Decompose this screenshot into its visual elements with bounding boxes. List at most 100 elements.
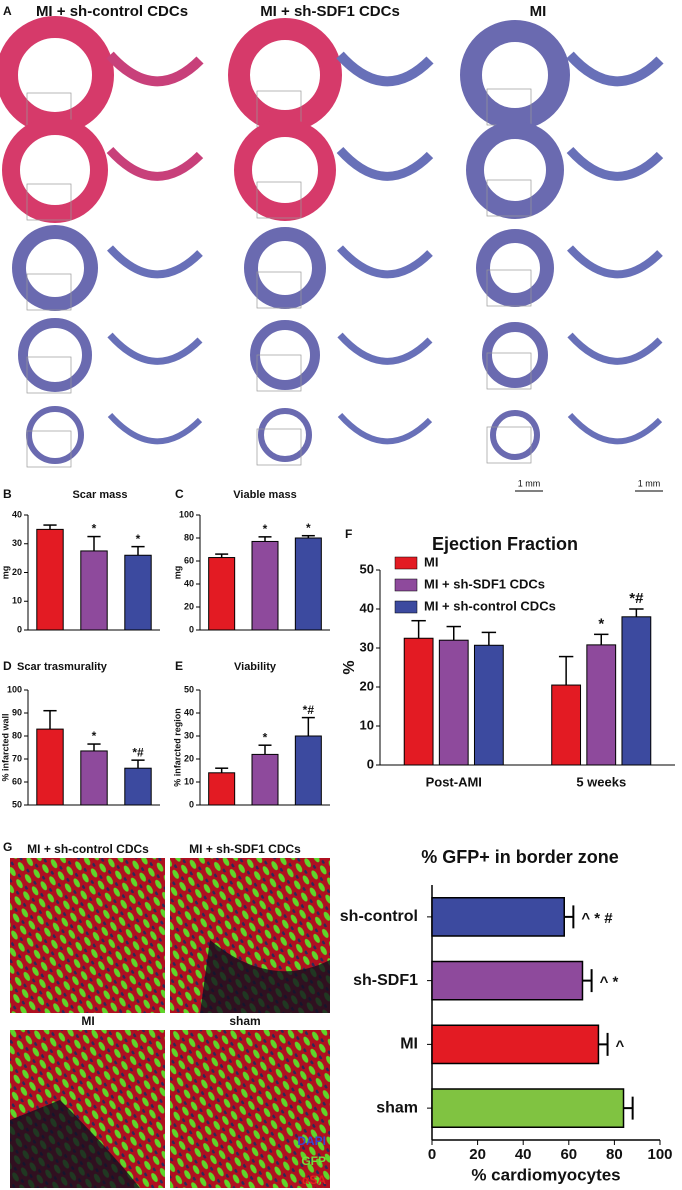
heart-section (228, 18, 342, 132)
bar (403, 637, 434, 766)
y-tick-label: 10 (184, 776, 194, 786)
y-tick-label: 10 (12, 596, 22, 606)
dark-region (10, 1100, 140, 1188)
annotation: ^ * # (581, 910, 613, 927)
legend-swatch (394, 556, 418, 570)
y-tick-label: 50 (360, 561, 374, 576)
bar (294, 735, 322, 806)
panel-label: G (3, 840, 12, 854)
heart-section (234, 119, 336, 221)
y-tick-label: 40 (12, 509, 22, 519)
x-tick-label: Post-AMI (426, 774, 482, 789)
y-tick-label: 20 (360, 678, 374, 693)
bar (251, 540, 279, 631)
chart-title: Ejection Fraction (432, 534, 578, 554)
stain-label: αSA (302, 1173, 326, 1187)
heart-section (490, 410, 540, 460)
micrograph (10, 858, 165, 1013)
y-axis-label: mg (0, 566, 10, 580)
y-tick-label: 30 (12, 538, 22, 548)
heart-section (258, 408, 312, 462)
wall-section (567, 332, 663, 365)
y-tick-label: 20 (184, 753, 194, 763)
wall-section (336, 51, 434, 87)
x-axis-label: % cardiomyocytes (471, 1165, 620, 1184)
annotation: * (598, 615, 604, 632)
bar (431, 1088, 625, 1128)
y-tick-label: sh-control (340, 908, 418, 925)
bar (36, 528, 64, 631)
heart-section (460, 20, 570, 130)
legend-label: MI + sh-control CDCs (424, 598, 556, 613)
heart-section (12, 225, 98, 311)
y-tick-label: 0 (367, 756, 374, 771)
annotation: * (136, 532, 141, 546)
x-tick-label: 20 (469, 1146, 486, 1163)
y-tick-label: sham (376, 1099, 418, 1116)
bar (586, 644, 617, 766)
x-tick-label: 0 (428, 1146, 436, 1163)
legend-swatch (394, 600, 418, 614)
roi-box (486, 352, 532, 390)
annotation: * (263, 522, 268, 536)
chart-title: % GFP+ in border zone (421, 847, 619, 867)
y-tick-label: 100 (179, 509, 194, 519)
annotation: * (306, 521, 311, 535)
wall-section (567, 245, 663, 279)
bar (251, 753, 279, 806)
roi-box (486, 269, 532, 307)
y-tick-label: 50 (184, 684, 194, 694)
y-tick-label: 60 (184, 555, 194, 565)
roi-box (486, 179, 532, 217)
heart-section (0, 16, 114, 134)
image-title: MI (81, 1014, 94, 1028)
wall-section (336, 146, 434, 181)
y-tick-label: 80 (184, 532, 194, 542)
heart-section (26, 406, 84, 464)
y-tick-label: 0 (17, 624, 22, 634)
bar (80, 750, 108, 806)
annotation: ^ * (600, 974, 619, 991)
wall-section (337, 332, 433, 365)
column-header: MI (530, 3, 547, 20)
bar (431, 1024, 600, 1065)
annotation: ^ (616, 1037, 625, 1054)
roi-box (26, 430, 72, 468)
heart-section (250, 320, 320, 390)
annotation: * (92, 522, 97, 536)
y-axis-label: % infarcted region (172, 708, 182, 787)
y-tick-label: 40 (184, 707, 194, 717)
wall-section (106, 146, 204, 181)
x-tick-label: 5 weeks (576, 774, 626, 789)
bar (124, 554, 152, 631)
roi-box (26, 356, 72, 394)
y-tick-label: 30 (360, 639, 374, 654)
wall-section (567, 412, 663, 445)
bar (551, 684, 582, 766)
chart-title: Viability (234, 661, 277, 673)
legend-label: MI (424, 554, 438, 569)
wall-section (566, 146, 664, 181)
y-tick-label: MI (400, 1036, 418, 1053)
annotation: * (263, 730, 268, 744)
dark-region (200, 940, 330, 1013)
roi-box (486, 426, 532, 464)
y-tick-label: 10 (360, 717, 374, 732)
y-tick-label: 40 (360, 600, 374, 615)
bar (124, 767, 152, 806)
chart-title: Scar mass (72, 489, 127, 501)
roi-box (256, 181, 302, 219)
y-axis-label: % infarcted wall (0, 713, 10, 781)
chart-title: Scar trasmurality (17, 661, 108, 673)
chart-title: Viable mass (233, 489, 296, 501)
y-tick-label: 60 (12, 776, 22, 786)
heart-section (466, 121, 564, 219)
bar (431, 897, 565, 937)
x-tick-label: 80 (606, 1146, 623, 1163)
bar (621, 616, 652, 766)
y-tick-label: 0 (189, 624, 194, 634)
scale-label: 1 mm (638, 478, 661, 488)
legend-swatch (394, 578, 418, 592)
panel-label: D (3, 659, 12, 673)
